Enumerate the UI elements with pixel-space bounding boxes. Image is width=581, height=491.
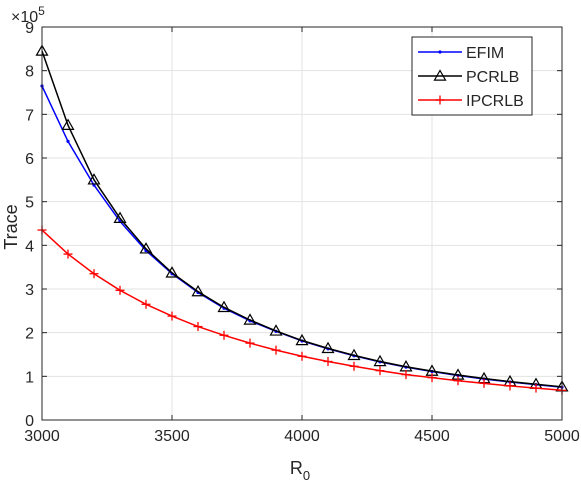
y-tick-label: 5 — [25, 195, 34, 212]
ipcrlb-point — [141, 299, 151, 309]
ipcrlb-point — [271, 345, 281, 355]
pcrlb-point — [191, 284, 205, 297]
pcrlb-point — [165, 266, 179, 278]
ipcrlb-point — [193, 322, 203, 332]
axes — [41, 26, 563, 421]
x-tick-label: 3500 — [154, 428, 190, 445]
ipcrlb-point — [89, 269, 99, 279]
pcrlb-point — [139, 242, 153, 254]
x-tick-label: 4500 — [414, 428, 450, 445]
y-exponent-label: ×105 — [11, 4, 45, 26]
y-tick-label: 9 — [25, 20, 34, 37]
ipcrlb-point — [245, 338, 255, 348]
pcrlb-point — [373, 354, 387, 367]
pcrlb-point — [243, 313, 257, 325]
ipcrlb-point — [401, 370, 411, 380]
y-tick-label: 1 — [25, 369, 34, 386]
efim-point — [66, 139, 70, 144]
legend-label-ipcrlb: IPCRLB — [466, 93, 524, 110]
y-tick-label: 7 — [25, 107, 34, 124]
ipcrlb-point — [63, 249, 73, 259]
pcrlb-point — [347, 348, 361, 361]
x-tick-label: 3000 — [24, 428, 60, 445]
pcrlb-point — [269, 324, 283, 336]
ipcrlb-point — [323, 356, 333, 366]
y-axis-label: Trace — [1, 204, 21, 249]
ipcrlb-point — [219, 330, 229, 340]
legend-swatch-marker — [435, 95, 445, 105]
y-exponent-power: 5 — [38, 4, 45, 18]
ipcrlb-point — [349, 361, 359, 371]
ipcrlb-point — [479, 378, 489, 388]
y-tick-label: 3 — [25, 282, 34, 299]
x-axis-label-subscript: 0 — [303, 468, 310, 483]
legend: EFIM PCRLB IPCRLB — [411, 36, 533, 116]
series-layer — [35, 44, 569, 395]
tick-labels: 3000 3500 4000 4500 5000 0 1 2 3 4 5 6 7 8 9 — [24, 20, 580, 445]
x-tick-label: 4000 — [284, 428, 320, 445]
legend-swatch-marker — [433, 69, 447, 81]
legend-item-efim: EFIM — [418, 45, 504, 62]
ipcrlb-point — [297, 351, 307, 361]
pcrlb-point — [87, 173, 101, 185]
ipcrlb-point — [427, 373, 437, 383]
pcrlb-point — [61, 118, 75, 130]
ipcrlb-point — [167, 311, 177, 321]
y-tick-label: 8 — [25, 64, 34, 81]
legend-label-efim: EFIM — [466, 45, 504, 62]
legend-swatch-marker — [438, 50, 442, 54]
pcrlb-point — [295, 333, 309, 346]
legend-label-pcrlb: PCRLB — [466, 69, 519, 86]
pcrlb-point — [217, 300, 231, 313]
x-axis-label: R0 — [290, 458, 310, 483]
series-ipcrlb — [37, 225, 567, 395]
ipcrlb-point — [531, 383, 541, 393]
y-tick-label: 0 — [25, 413, 34, 430]
pcrlb-point — [321, 341, 335, 354]
legend-item-pcrlb: PCRLB — [418, 69, 519, 86]
y-tick-label: 2 — [25, 326, 34, 343]
ipcrlb-point — [375, 366, 385, 376]
pcrlb-line — [41, 50, 563, 388]
x-axis-label-main: R — [290, 458, 303, 478]
y-exponent-base: ×10 — [11, 9, 38, 26]
x-tick-label: 5000 — [544, 428, 580, 445]
ipcrlb-point — [115, 285, 125, 295]
ipcrlb-point — [453, 376, 463, 386]
y-tick-label: 6 — [25, 151, 34, 168]
y-tick-label: 4 — [25, 238, 34, 255]
ipcrlb-point — [505, 381, 515, 391]
legend-item-ipcrlb: IPCRLB — [418, 93, 524, 110]
pcrlb-point — [113, 211, 127, 223]
